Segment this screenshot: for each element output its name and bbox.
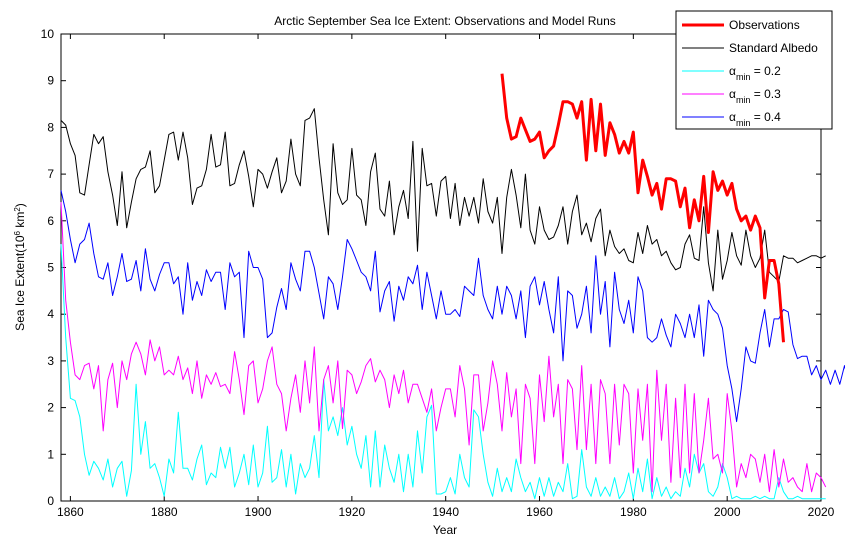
y-tick-label: 3 [47,354,54,368]
x-tick-label: 2020 [808,505,835,519]
x-tick-label: 1880 [151,505,178,519]
x-tick-label: 1980 [620,505,647,519]
legend-label-standard-albedo: Standard Albedo [729,41,818,55]
x-tick-label: 1940 [432,505,459,519]
series-layer [60,73,845,500]
series-line-min-0-4 [60,190,845,423]
x-tick-label: 1960 [526,505,553,519]
y-tick-label: 1 [47,447,54,461]
series-line-standard-albedo [60,108,826,292]
y-tick-label: 7 [47,167,54,181]
legend-box [675,10,833,130]
x-tick-label: 1920 [339,505,366,519]
y-tick-label: 5 [47,261,54,275]
series-line-min-0-2 [60,244,826,500]
x-tick-label: 2000 [714,505,741,519]
y-axis-label: Sea Ice Extent(106 km2) [13,203,28,331]
y-tick-label: 9 [47,74,54,88]
x-tick-label: 1900 [245,505,272,519]
y-tick-label: 10 [41,27,55,41]
y-tick-label: 6 [47,214,54,228]
chart-title: Arctic September Sea Ice Extent: Observa… [274,14,616,28]
y-tick-label: 4 [47,307,54,321]
series-line-min-0-3 [60,202,827,493]
legend-label-observations: Observations [729,18,800,32]
x-tick-label: 1860 [57,505,84,519]
y-tick-label: 8 [47,120,54,134]
series-line-observations [500,73,785,343]
x-axis: 1860 1880 1900 1920 1940 1960 1980 2000 2020 [57,34,835,519]
x-axis-label: Year [433,523,457,536]
y-tick-label: 0 [47,494,54,508]
y-tick-label: 2 [47,401,54,415]
